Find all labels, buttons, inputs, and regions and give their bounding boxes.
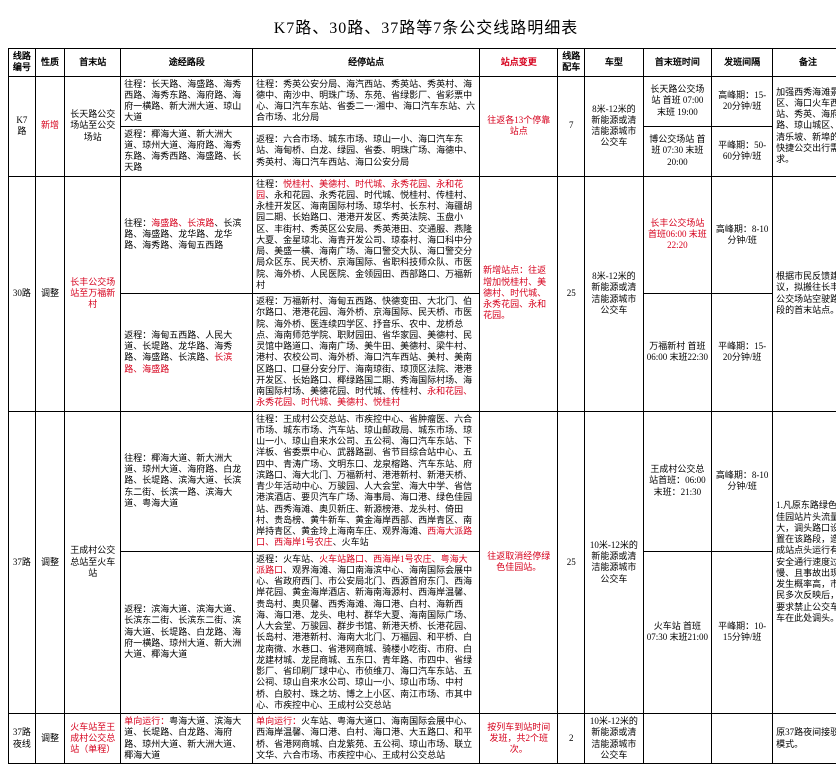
cell-model: 10米-12米的新能源或清洁能源城市公交车 — [585, 714, 644, 764]
txt-red: 单向运行： — [256, 716, 301, 726]
th-route: 途经路段 — [121, 49, 253, 77]
cell-nature: 调整 — [35, 411, 64, 714]
cell-stops: 往程：秀英公安分局、海汽西站、秀英站、秀英村、海德中、南沙中、明珠广场、东苑、省… — [253, 76, 480, 126]
cell-route: 往程：椰海大道、新大洲大道、琼州大道、海府路、白龙路、长堤路、滨海大道、长滨东二… — [121, 411, 253, 551]
th-interval: 发班间隔 — [712, 49, 773, 77]
cell-remark: 1.凡原东路绿色佳园站片头流量大，调头路口设置在该路段，造成站点头运行有安全通行… — [773, 411, 836, 714]
cell-model: 8米-12米的新能源或清洁能源城市公交车 — [585, 176, 644, 411]
cell-fleet: 25 — [558, 176, 585, 411]
cell-nature: 调整 — [35, 176, 64, 411]
table-row: 返程：海甸五西路、人民大道、长堤路、龙华路、海秀路、海盛路、长滨路、长滨路、海盛… — [9, 294, 836, 412]
cell-change: 新增站点：往返增加悦桂村、美德村、时代城、永秀花园、永和花园。 — [480, 176, 558, 411]
cell-route: 往程：海盛路、长滨路、长滨路、海盛路、龙华路、龙华路、海秀路、海甸五西路 — [121, 176, 253, 294]
txt: 往程：王成村公交总站、市疾控中心、省肿瘤医、六合市场、城东市场、汽车站、琼山邮政… — [256, 414, 472, 537]
th-fleet: 线路配车 — [558, 49, 585, 77]
th-nature: 性质 — [35, 49, 64, 77]
page-title: K7路、30路、37路等7条公交线路明细表 — [8, 8, 836, 48]
table-row: 返程：滨海大道、滨海大道、长滨东二街、长滨东二街、滨海大道、长堤路、白龙路、海府… — [9, 551, 836, 714]
cell-change: 按列车到站时间发班，共2个班次。 — [480, 714, 558, 764]
cell-fleet: 2 — [558, 714, 585, 764]
txt: 返程：火车站、 — [256, 554, 319, 564]
cell-stops: 往程：王成村公交总站、市疾控中心、省肿瘤医、六合市场、城东市场、汽车站、琼山邮政… — [253, 411, 480, 551]
cell-change: 往返取消经停绿色佳园站。 — [480, 411, 558, 714]
cell-id: K7路 — [9, 76, 36, 176]
th-time: 首末班时间 — [643, 49, 711, 77]
cell-terminal: 长天路公交场站至公交场站 — [65, 76, 121, 176]
cell-route: 返程：滨海大道、滨海大道、长滨东二街、长滨东二街、滨海大道、长堤路、白龙路、海府… — [121, 551, 253, 714]
txt-red: 海盛路、长滨路 — [151, 218, 214, 228]
cell-stops: 返程：火车站、火车站路口、西海岸1号农庄、粤海大派路口、观界海滩、海口南海滨中心… — [253, 551, 480, 714]
cell-interval — [712, 714, 773, 764]
txt: 、永和花园、永秀花园、时代城、悦桂村、传桂村、永桂开发区、海南国际村场、琼华村、… — [256, 190, 472, 290]
txt: 、观界海滩、海口南海滨中心、海南国际会展中心、省政府西门、市公安局北门、西源首府… — [256, 565, 472, 710]
cell-stops: 返程：万福新村、海甸五西路、快德变田、大北门、伯尔路口、港港花园、海外桥、京海国… — [253, 294, 480, 412]
cell-nature: 新增 — [35, 76, 64, 176]
cell-time: 火车站 首班07:30 末班21:00 — [643, 551, 711, 714]
txt: 往程： — [256, 179, 283, 189]
terminal-red: 长丰公交场站至万福新村 — [70, 277, 115, 310]
cell-time: 长丰公交场站 首班06:00 末班22:20 — [643, 176, 711, 294]
th-model: 车型 — [585, 49, 644, 77]
cell-change: 往返各13个停靠站点 — [480, 76, 558, 176]
cell-remark: 原37路夜间接驳模式。 — [773, 714, 836, 764]
cell-interval: 高峰期：15-20分钟/班 — [712, 76, 773, 126]
cell-nature: 调整 — [35, 714, 64, 764]
txt-red: 单向运行： — [124, 716, 169, 726]
table-row: 37路夜线 调整 火车站至王成村公交总站（单程） 单向运行：粤海大道、滨海大道、… — [9, 714, 836, 764]
cell-terminal: 长丰公交场站至万福新村 — [65, 176, 121, 411]
cell-fleet: 25 — [558, 411, 585, 714]
cell-route: 单向运行：粤海大道、滨海大道、长堤路、白龙路、海府路、琼州大道、新大洲大道、椰海… — [121, 714, 253, 764]
cell-route: 往程：长天路、海盛路、海秀西路、海秀东路、海府路、海府一横路、新大洲大道、琼山大… — [121, 76, 253, 126]
table-row: 返程：椰海大道、新大洲大道、琼州大道、海府路、海秀东路、海秀西路、海盛路、长天路… — [9, 126, 836, 176]
cell-interval: 平峰期：15-20分钟/班 — [712, 294, 773, 412]
cell-route: 返程：椰海大道、新大洲大道、琼州大道、海府路、海秀东路、海秀西路、海盛路、长天路 — [121, 126, 253, 176]
cell-model: 8米-12米的新能源或清洁能源城市公交车 — [585, 76, 644, 176]
cell-id: 37路夜线 — [9, 714, 36, 764]
txt: 、火车站 — [333, 537, 369, 547]
cell-fleet: 7 — [558, 76, 585, 176]
cell-stops: 单向运行：火车站、粤海大道口、海南国际会展中心、西海岸温馨、海口港、白村、海口港… — [253, 714, 480, 764]
cell-stops: 往程：悦桂村、美德村、时代城、永秀花园、永和花园、永和花园、永秀花园、时代城、悦… — [253, 176, 480, 294]
cell-route: 返程：海甸五西路、人民大道、长堤路、龙华路、海秀路、海盛路、长滨路、长滨路、海盛… — [121, 294, 253, 412]
cell-time: 长天路公交场站 首班 07:00 末班 19:00 — [643, 76, 711, 126]
txt: 返程：万福新村、海甸五西路、快德变田、大北门、伯尔路口、港港花园、海外桥、京海国… — [256, 296, 472, 396]
cell-interval: 平峰期：50-60分钟/班 — [712, 126, 773, 176]
cell-remark: 根据市民反馈建议，拟搬往长丰公交场站空驶路段的首末站点。 — [773, 176, 836, 411]
cell-remark: 加强西秀海滩景区、海口火车西站、秀英、海府路、琼山城区、清乐坡、新埠的快捷公交出… — [773, 76, 836, 176]
cell-id: 37路 — [9, 411, 36, 714]
txt: 往程： — [124, 218, 151, 228]
th-stops: 经停站点 — [253, 49, 480, 77]
table-row: K7路 新增 长天路公交场站至公交场站 往程：长天路、海盛路、海秀西路、海秀东路… — [9, 76, 836, 126]
table-row: 37路 调整 王成村公交总站至火车站 往程：椰海大道、新大洲大道、琼州大道、海府… — [9, 411, 836, 551]
th-terminal: 首末站 — [65, 49, 121, 77]
table-row: 30路 调整 长丰公交场站至万福新村 往程：海盛路、长滨路、长滨路、海盛路、龙华… — [9, 176, 836, 294]
cell-stops: 返程：六合市场、城东市场、琼山一小、海口汽车东站、海甸桥、白龙、绿园、省委、明珠… — [253, 126, 480, 176]
cell-time: 王成村公交总站首班：06:00 末班：21:30 — [643, 411, 711, 551]
th-id: 线路编号 — [9, 49, 36, 77]
cell-model: 10米-12米的新能源或清洁能源城市公交车 — [585, 411, 644, 714]
route-table: 线路编号 性质 首末站 途经路段 经停站点 站点变更 线路配车 车型 首末班时间… — [8, 48, 836, 764]
th-change: 站点变更 — [480, 49, 558, 77]
cell-time: 万福新村 首班06:00 末班22:30 — [643, 294, 711, 412]
cell-interval: 平峰期：10-15分钟/班 — [712, 551, 773, 714]
cell-time — [643, 714, 711, 764]
cell-interval: 高峰期：8-10分钟/班 — [712, 176, 773, 294]
cell-time: 博公交场站 首班 07:30 末班 20:00 — [643, 126, 711, 176]
cell-interval: 高峰期：8-10分钟/班 — [712, 411, 773, 551]
th-remark: 备注 — [773, 49, 836, 77]
table-header-row: 线路编号 性质 首末站 途经路段 经停站点 站点变更 线路配车 车型 首末班时间… — [9, 49, 836, 77]
cell-id: 30路 — [9, 176, 36, 411]
cell-terminal: 王成村公交总站至火车站 — [65, 411, 121, 714]
cell-terminal: 火车站至王成村公交总站（单程） — [65, 714, 121, 764]
